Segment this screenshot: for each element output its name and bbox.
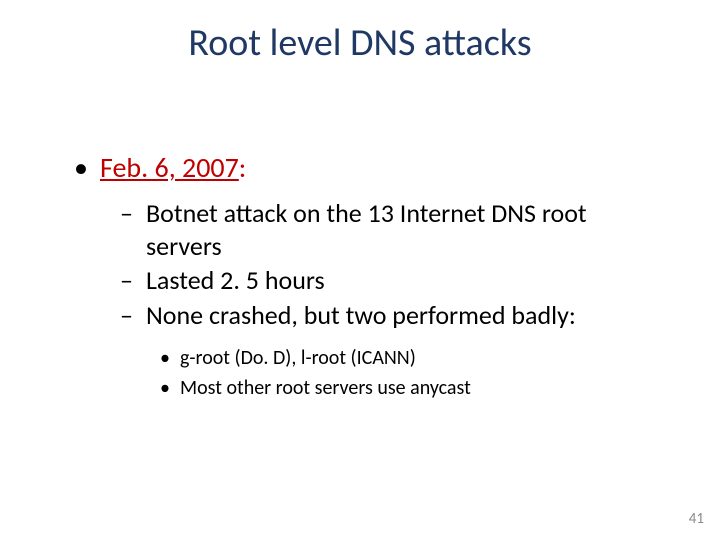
bullet-point-2: Lasted 2. 5 hours: [120, 264, 660, 297]
title-text: Root level DNS attacks: [188, 20, 531, 66]
bullet-point-3: None crashed, but two performed badly:: [120, 299, 660, 332]
sub-bullet-2: Most other root servers use anycast: [160, 375, 660, 401]
page-number: 41: [689, 510, 704, 528]
slide: Root level DNS attacks Feb. 6, 2007: Bot…: [0, 0, 720, 540]
sub-bullet-group: g-root (Do. D), l-root (ICANN) Most othe…: [70, 345, 660, 401]
date-link[interactable]: Feb. 6, 2007: [100, 150, 239, 185]
bullet-point-1: Botnet attack on the 13 Internet DNS roo…: [120, 197, 660, 262]
sub-bullet-1: g-root (Do. D), l-root (ICANN): [160, 345, 660, 371]
content-area: Feb. 6, 2007: Botnet attack on the 13 In…: [70, 150, 660, 401]
bullet-date: Feb. 6, 2007:: [70, 150, 660, 185]
date-suffix: :: [239, 150, 247, 185]
slide-title: Root level DNS attacks: [0, 20, 720, 66]
